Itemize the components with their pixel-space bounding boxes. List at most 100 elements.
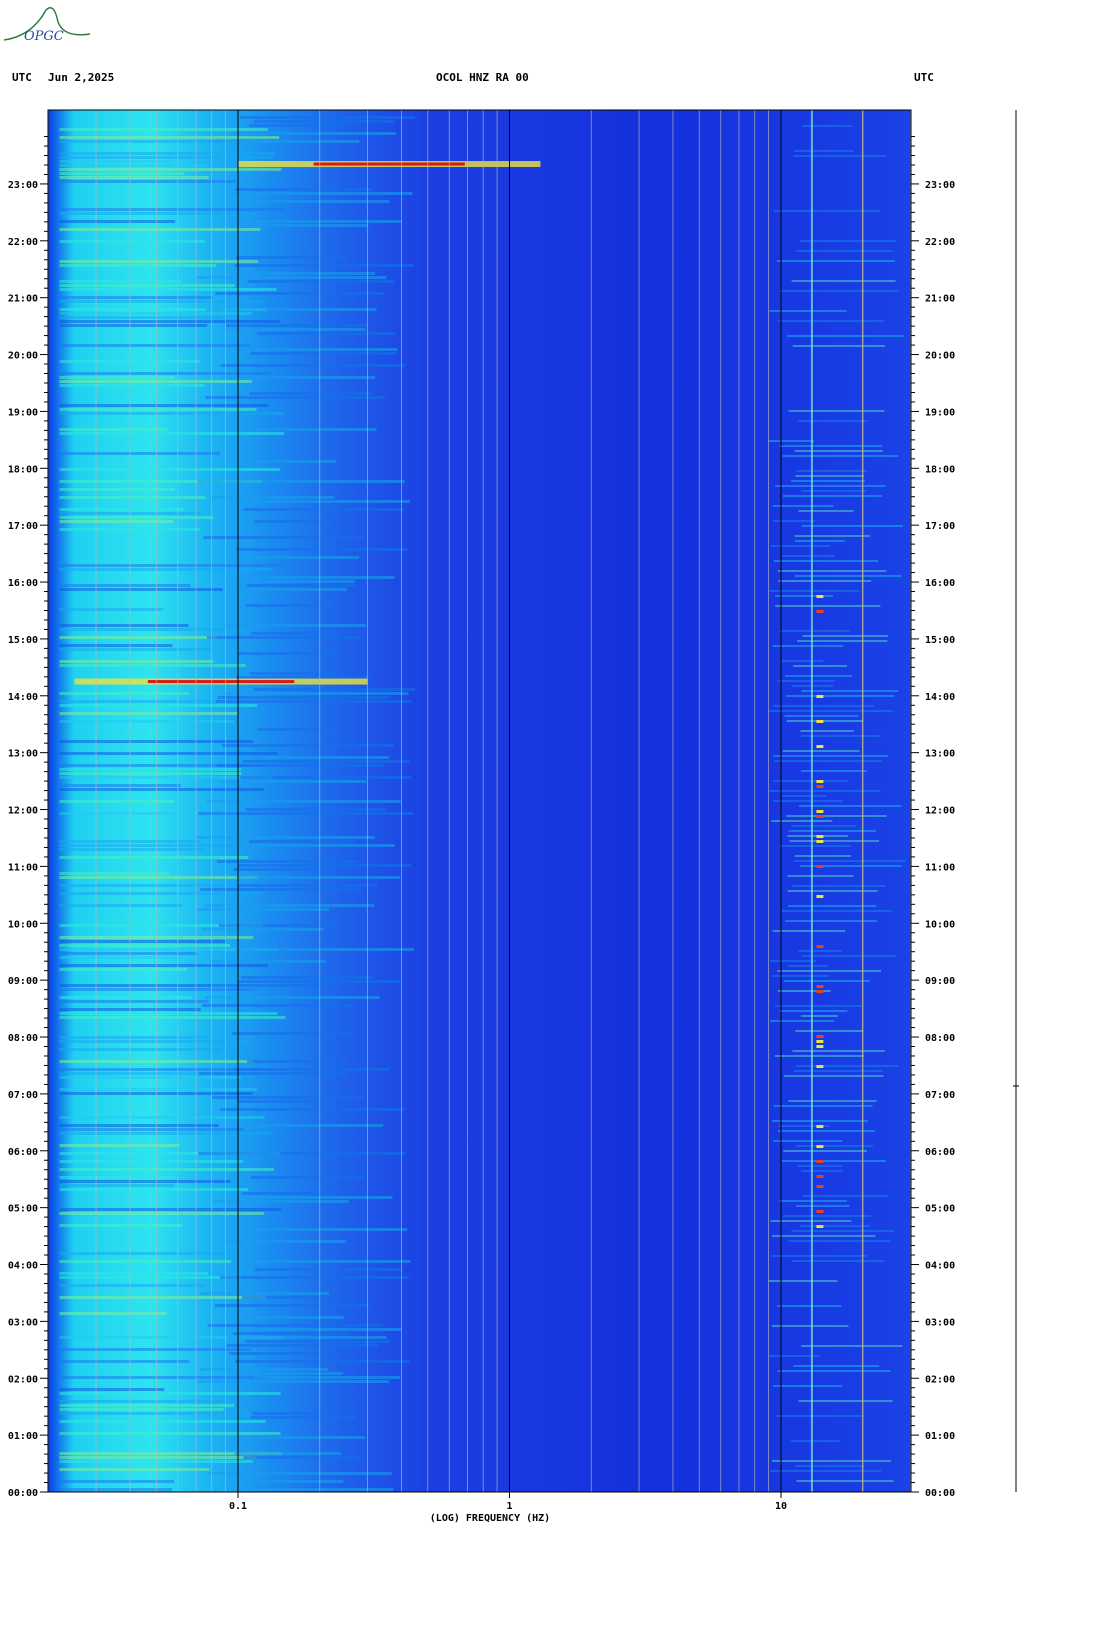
hf-noise-segment bbox=[791, 825, 857, 827]
hf-noise-segment bbox=[770, 1220, 852, 1222]
hf-noise-segment bbox=[786, 815, 887, 817]
high-frequency-band bbox=[768, 110, 906, 1492]
noise-stripe bbox=[225, 1240, 347, 1243]
hf-noise-segment bbox=[802, 635, 889, 637]
hf-noise-segment bbox=[800, 735, 881, 737]
y-tick-label: 06:00 bbox=[8, 1147, 38, 1158]
noise-stripe bbox=[221, 780, 367, 783]
noise-stripe bbox=[59, 280, 182, 283]
hf-noise-segment bbox=[794, 150, 854, 152]
hf-noise-segment bbox=[801, 1170, 843, 1172]
y-tick-label: 16:00 bbox=[925, 578, 955, 589]
hf-peak bbox=[816, 1210, 824, 1213]
noise-stripe bbox=[59, 1152, 281, 1155]
noise-stripe bbox=[59, 608, 164, 611]
hf-noise-segment bbox=[797, 1165, 842, 1167]
noise-stripe bbox=[59, 856, 249, 859]
noise-stripe bbox=[239, 116, 416, 119]
noise-stripe bbox=[196, 276, 387, 279]
noise-stripe bbox=[257, 332, 396, 335]
noise-stripe bbox=[203, 536, 364, 539]
noise-stripe bbox=[59, 904, 182, 907]
hf-noise-segment bbox=[798, 420, 868, 422]
noise-stripe bbox=[59, 164, 205, 167]
noise-stripe bbox=[59, 1160, 244, 1163]
noise-stripe bbox=[59, 1088, 257, 1091]
noise-stripe bbox=[59, 588, 223, 591]
y-tick-label: 22:00 bbox=[8, 237, 38, 248]
noise-stripe bbox=[59, 1124, 219, 1127]
hf-noise-segment bbox=[777, 1370, 891, 1372]
noise-stripe bbox=[241, 1192, 332, 1195]
hf-peak bbox=[816, 835, 824, 838]
hf-noise-segment bbox=[777, 970, 882, 972]
noise-stripe bbox=[59, 1184, 175, 1187]
hf-noise-segment bbox=[796, 1480, 894, 1482]
noise-stripe bbox=[242, 460, 337, 463]
hf-noise-segment bbox=[787, 335, 904, 337]
hf-noise-segment bbox=[775, 485, 886, 487]
noise-stripe bbox=[59, 564, 283, 567]
noise-stripe bbox=[59, 508, 185, 511]
noise-stripe bbox=[252, 428, 377, 431]
hf-noise-segment bbox=[780, 660, 824, 662]
noise-stripe bbox=[59, 712, 238, 715]
hf-noise-segment bbox=[768, 440, 815, 442]
hf-noise-segment bbox=[779, 1010, 848, 1012]
noise-stripe bbox=[59, 1000, 209, 1003]
y-tick-label: 07:00 bbox=[925, 1090, 955, 1101]
noise-stripe bbox=[249, 224, 369, 227]
hf-noise-segment bbox=[773, 780, 849, 782]
hf-peak bbox=[816, 865, 824, 868]
y-tick-label: 07:00 bbox=[8, 1090, 38, 1101]
noise-stripe bbox=[59, 152, 276, 155]
noise-stripe bbox=[229, 220, 402, 223]
hf-noise-segment bbox=[772, 800, 844, 802]
noise-stripe bbox=[235, 948, 414, 951]
hf-noise-segment bbox=[801, 490, 867, 492]
noise-stripe bbox=[59, 800, 175, 803]
noise-stripe bbox=[59, 240, 205, 243]
noise-stripe bbox=[59, 1400, 230, 1403]
noise-stripe bbox=[59, 772, 242, 775]
noise-stripe bbox=[230, 500, 410, 503]
hf-noise-segment bbox=[773, 210, 881, 212]
hf-noise-segment bbox=[790, 1440, 840, 1442]
hf-noise-segment bbox=[781, 1160, 886, 1162]
hf-noise-segment bbox=[782, 795, 827, 797]
noise-stripe bbox=[59, 844, 225, 847]
hf-noise-segment bbox=[784, 715, 859, 717]
y-tick-label: 21:00 bbox=[8, 294, 38, 305]
hf-noise-segment bbox=[799, 805, 902, 807]
plot-frame bbox=[47, 109, 912, 1493]
noise-stripe bbox=[198, 1152, 405, 1155]
noise-stripe bbox=[59, 884, 249, 887]
hf-noise-segment bbox=[787, 875, 854, 877]
hf-noise-segment bbox=[800, 1015, 838, 1017]
hf-noise-segment bbox=[783, 1215, 871, 1217]
hf-noise-segment bbox=[792, 885, 886, 887]
opgc-logo: OPGC bbox=[3, 7, 91, 44]
hf-noise-segment bbox=[769, 310, 847, 312]
noise-stripe bbox=[59, 1144, 180, 1147]
noise-stripe bbox=[222, 692, 409, 695]
noise-stripe bbox=[243, 508, 403, 511]
noise-stripe bbox=[235, 188, 373, 191]
noise-stripe bbox=[59, 168, 282, 171]
y-tick-label: 04:00 bbox=[8, 1261, 38, 1272]
noise-stripe bbox=[59, 1212, 264, 1215]
hf-noise-segment bbox=[773, 1385, 843, 1387]
noise-stripe bbox=[221, 744, 394, 747]
y-tick-label: 23:00 bbox=[925, 180, 955, 191]
noise-stripe bbox=[235, 1360, 410, 1363]
noise-stripe bbox=[202, 1004, 355, 1007]
hf-noise-segment bbox=[799, 240, 897, 242]
noise-stripe bbox=[215, 292, 385, 295]
noise-stripe bbox=[59, 496, 206, 499]
hf-noise-segment bbox=[768, 1355, 820, 1357]
y-axis-left: 00:00 01:00 02:00 03:00 04:00 05:00 06:00 07:00… bbox=[8, 136, 48, 1499]
hf-peak bbox=[816, 780, 824, 783]
noise-stripe bbox=[254, 1268, 403, 1271]
noise-stripe bbox=[59, 704, 258, 707]
hf-noise-segment bbox=[794, 540, 845, 542]
